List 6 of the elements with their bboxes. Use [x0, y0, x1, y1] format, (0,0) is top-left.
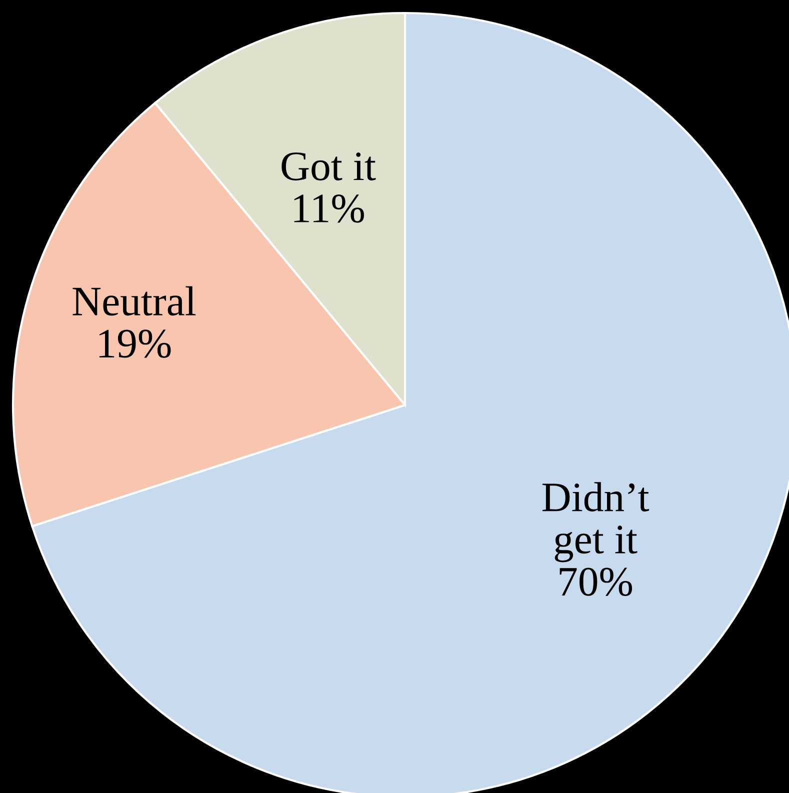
- data-label: 11%: [294, 194, 364, 223]
- slice-label: Got it: [282, 152, 376, 180]
- slice-label: Didn’t get it: [542, 482, 650, 562]
- data-label: 19%: [99, 330, 171, 358]
- slice-label: Neutral: [72, 286, 196, 316]
- data-label: 70%: [560, 568, 632, 596]
